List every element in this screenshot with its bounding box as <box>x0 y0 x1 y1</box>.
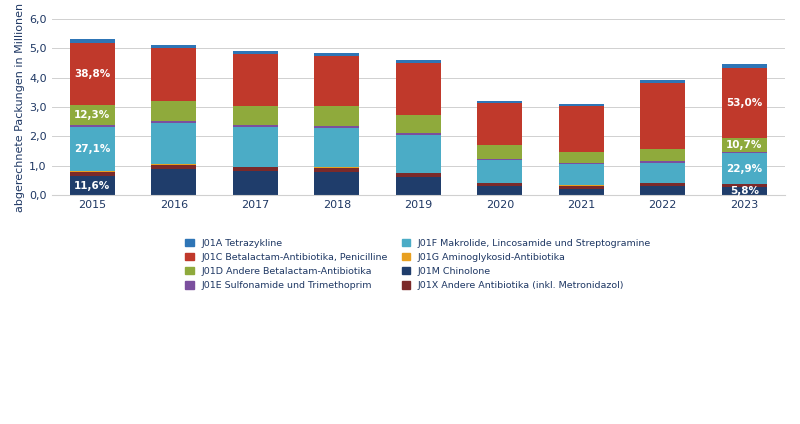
Text: 10,7%: 10,7% <box>726 139 762 150</box>
Bar <box>233 127 278 167</box>
Bar <box>640 183 685 186</box>
Bar <box>396 173 441 177</box>
Bar <box>70 128 115 171</box>
Bar <box>478 160 522 183</box>
Text: 27,1%: 27,1% <box>74 144 110 154</box>
Bar <box>640 163 685 183</box>
Bar <box>151 101 196 121</box>
Text: 12,3%: 12,3% <box>74 110 110 120</box>
Bar <box>640 83 685 149</box>
Bar <box>151 169 196 195</box>
Bar <box>722 184 766 187</box>
Bar <box>478 103 522 145</box>
Bar <box>70 126 115 128</box>
Bar <box>314 53 359 56</box>
Bar <box>559 152 604 163</box>
Bar <box>722 152 766 153</box>
Bar <box>722 138 766 152</box>
Bar <box>640 149 685 161</box>
Bar <box>70 43 115 106</box>
Bar <box>559 106 604 152</box>
Bar <box>233 171 278 195</box>
Bar <box>151 48 196 101</box>
Bar <box>314 106 359 126</box>
Bar <box>314 128 359 167</box>
Text: 53,0%: 53,0% <box>726 98 762 108</box>
Bar <box>314 172 359 195</box>
Bar <box>396 133 441 135</box>
Bar <box>70 106 115 126</box>
Bar <box>70 171 115 172</box>
Bar <box>70 39 115 43</box>
Bar <box>478 145 522 159</box>
Bar <box>151 123 196 164</box>
Bar <box>151 45 196 48</box>
Bar <box>314 168 359 172</box>
Bar <box>559 104 604 106</box>
Y-axis label: abgerechnete Packungen in Millionen: abgerechnete Packungen in Millionen <box>15 3 25 212</box>
Bar <box>722 64 766 68</box>
Bar <box>396 135 441 173</box>
Bar <box>478 183 522 186</box>
Bar <box>233 125 278 127</box>
Bar <box>640 161 685 163</box>
Bar <box>559 185 604 186</box>
Bar <box>640 186 685 195</box>
Text: 5,8%: 5,8% <box>730 186 758 196</box>
Bar <box>233 167 278 171</box>
Text: 38,8%: 38,8% <box>74 69 110 79</box>
Text: 11,6%: 11,6% <box>74 181 110 191</box>
Bar <box>70 176 115 195</box>
Bar <box>70 172 115 176</box>
Bar <box>314 126 359 128</box>
Bar <box>314 167 359 168</box>
Bar <box>151 165 196 169</box>
Bar <box>396 177 441 195</box>
Text: 22,9%: 22,9% <box>726 164 762 173</box>
Bar <box>559 186 604 189</box>
Bar <box>722 68 766 138</box>
Bar <box>233 54 278 106</box>
Bar <box>722 153 766 184</box>
Bar <box>478 186 522 195</box>
Bar <box>151 164 196 165</box>
Bar <box>233 51 278 54</box>
Legend: J01A Tetrazykline, J01C Betalactam-Antibiotika, Penicilline, J01D Andere Betalac: J01A Tetrazykline, J01C Betalactam-Antib… <box>182 235 655 294</box>
Bar <box>640 80 685 83</box>
Bar <box>559 163 604 164</box>
Bar <box>396 60 441 63</box>
Bar <box>314 56 359 106</box>
Bar <box>559 189 604 195</box>
Bar <box>722 187 766 195</box>
Bar <box>478 159 522 160</box>
Bar <box>151 121 196 123</box>
Bar <box>396 63 441 115</box>
Bar <box>559 164 604 185</box>
Bar <box>478 100 522 103</box>
Bar <box>396 115 441 133</box>
Bar <box>233 106 278 125</box>
